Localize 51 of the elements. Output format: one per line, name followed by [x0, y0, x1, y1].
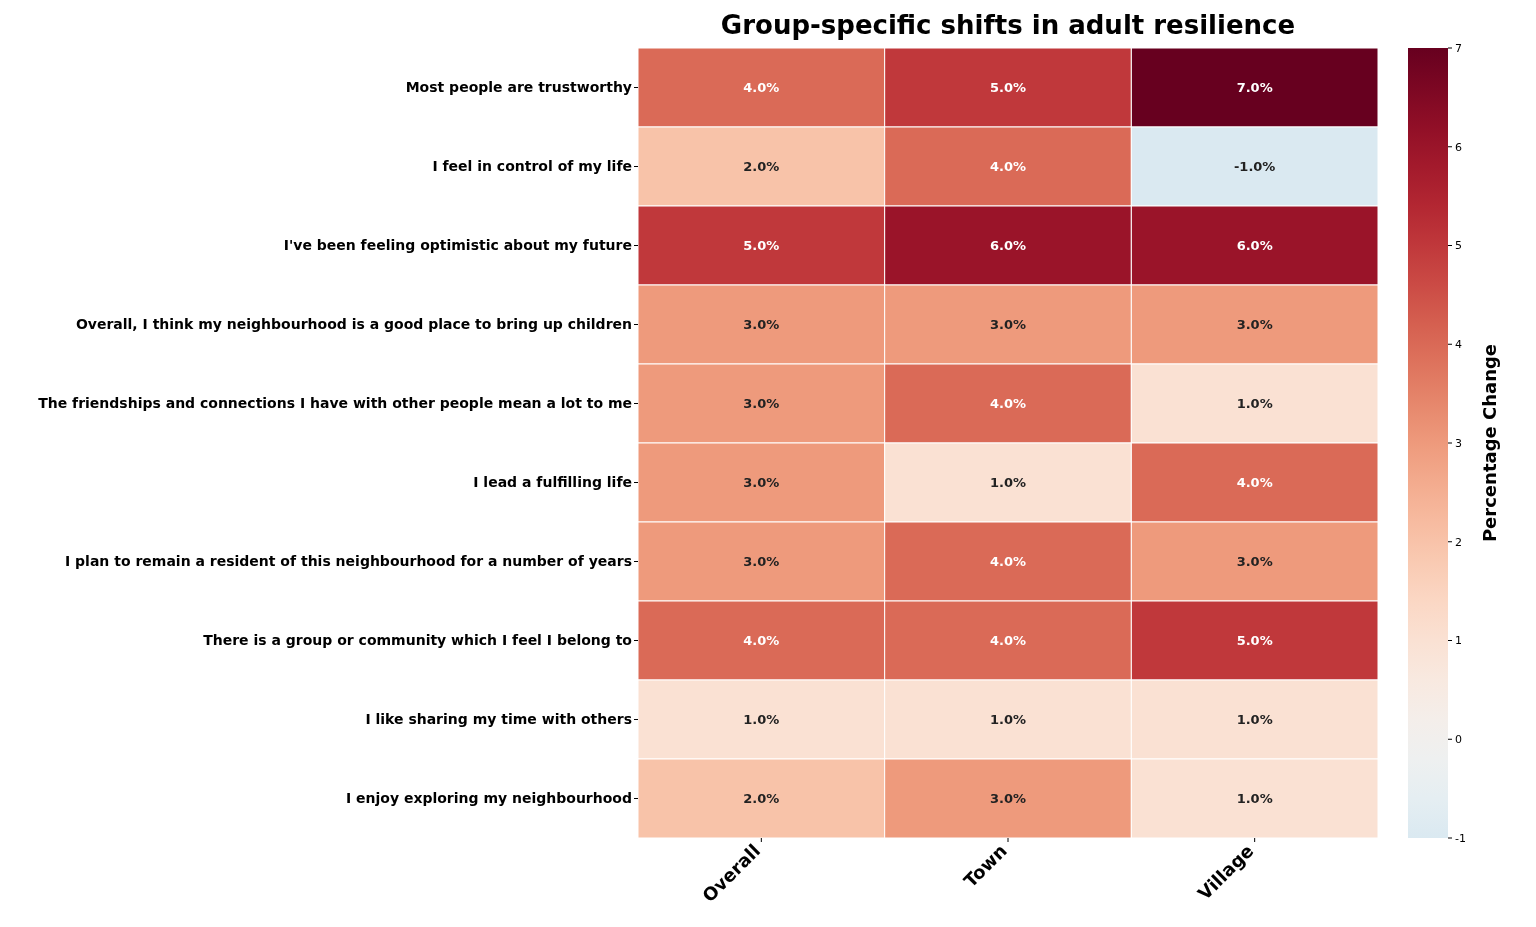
y-tick-label: I feel in control of my life [432, 158, 632, 175]
color-bar-label: 1 [1455, 634, 1462, 648]
data-label: 1.0% [743, 712, 780, 728]
color-bar-label: 4 [1455, 338, 1462, 352]
data-label: 5.0% [989, 80, 1027, 96]
data-label: 3.0% [1236, 317, 1273, 333]
color-bar-label: 5 [1455, 239, 1462, 253]
chart-title: Group-specific shifts in adult resilience [720, 10, 1296, 40]
color-bar-label: 3 [1455, 436, 1462, 450]
y-tick-label: I've been feeling optimistic about my future [283, 237, 632, 254]
data-label: 3.0% [989, 317, 1027, 333]
data-label: 4.0% [743, 633, 780, 649]
color-bar-title: Percentage Change [1479, 343, 1500, 543]
color-bar-label: 7 [1455, 41, 1462, 55]
data-label: 6.0% [1236, 238, 1273, 254]
y-tick-label: The friendships and connections I have with other people mean a lot to me [38, 395, 632, 412]
data-label: 3.0% [1236, 554, 1273, 570]
y-tick-label: I enjoy exploring my neighbourhood [345, 790, 632, 807]
color-bar-label: 0 [1455, 733, 1462, 747]
data-label: 3.0% [989, 791, 1027, 807]
data-label: 1.0% [1236, 396, 1273, 412]
data-label: 3.0% [743, 396, 780, 412]
y-tick-label: I lead a fulfilling life [473, 474, 632, 491]
data-label: 2.0% [743, 159, 780, 175]
data-label: 3.0% [743, 554, 780, 570]
y-tick-label: There is a group or community which I feel I belong to [203, 632, 633, 649]
data-label: -1.0% [1233, 159, 1276, 175]
data-label: 4.0% [743, 80, 780, 96]
data-label: 3.0% [743, 317, 780, 333]
color-bar-label: -1 [1455, 831, 1466, 845]
data-label: 1.0% [989, 712, 1027, 728]
data-label: 4.0% [1236, 475, 1273, 491]
y-tick-label: Most people are trustworthy [405, 79, 632, 96]
data-label: 1.0% [989, 475, 1027, 491]
data-label: 3.0% [743, 475, 780, 491]
data-label: 4.0% [989, 396, 1027, 412]
data-label: 1.0% [1236, 791, 1273, 807]
y-tick-label: I like sharing my time with others [365, 711, 632, 728]
data-label: 4.0% [989, 633, 1027, 649]
data-label: 6.0% [989, 238, 1027, 254]
data-label: 4.0% [989, 554, 1027, 570]
data-label: 2.0% [743, 791, 780, 807]
color-bar-label: 2 [1455, 535, 1462, 549]
y-tick-label: Overall, I think my neighbourhood is a good place to bring up children [75, 316, 632, 333]
data-label: 5.0% [743, 238, 780, 254]
data-label: 7.0% [1236, 80, 1273, 96]
color-bar-label: 6 [1455, 140, 1462, 154]
data-label: 4.0% [989, 159, 1027, 175]
y-tick-label: I plan to remain a resident of this neighbourhood for a number of years [65, 553, 632, 570]
data-label: 5.0% [1236, 633, 1273, 649]
data-label: 1.0% [1236, 712, 1273, 728]
